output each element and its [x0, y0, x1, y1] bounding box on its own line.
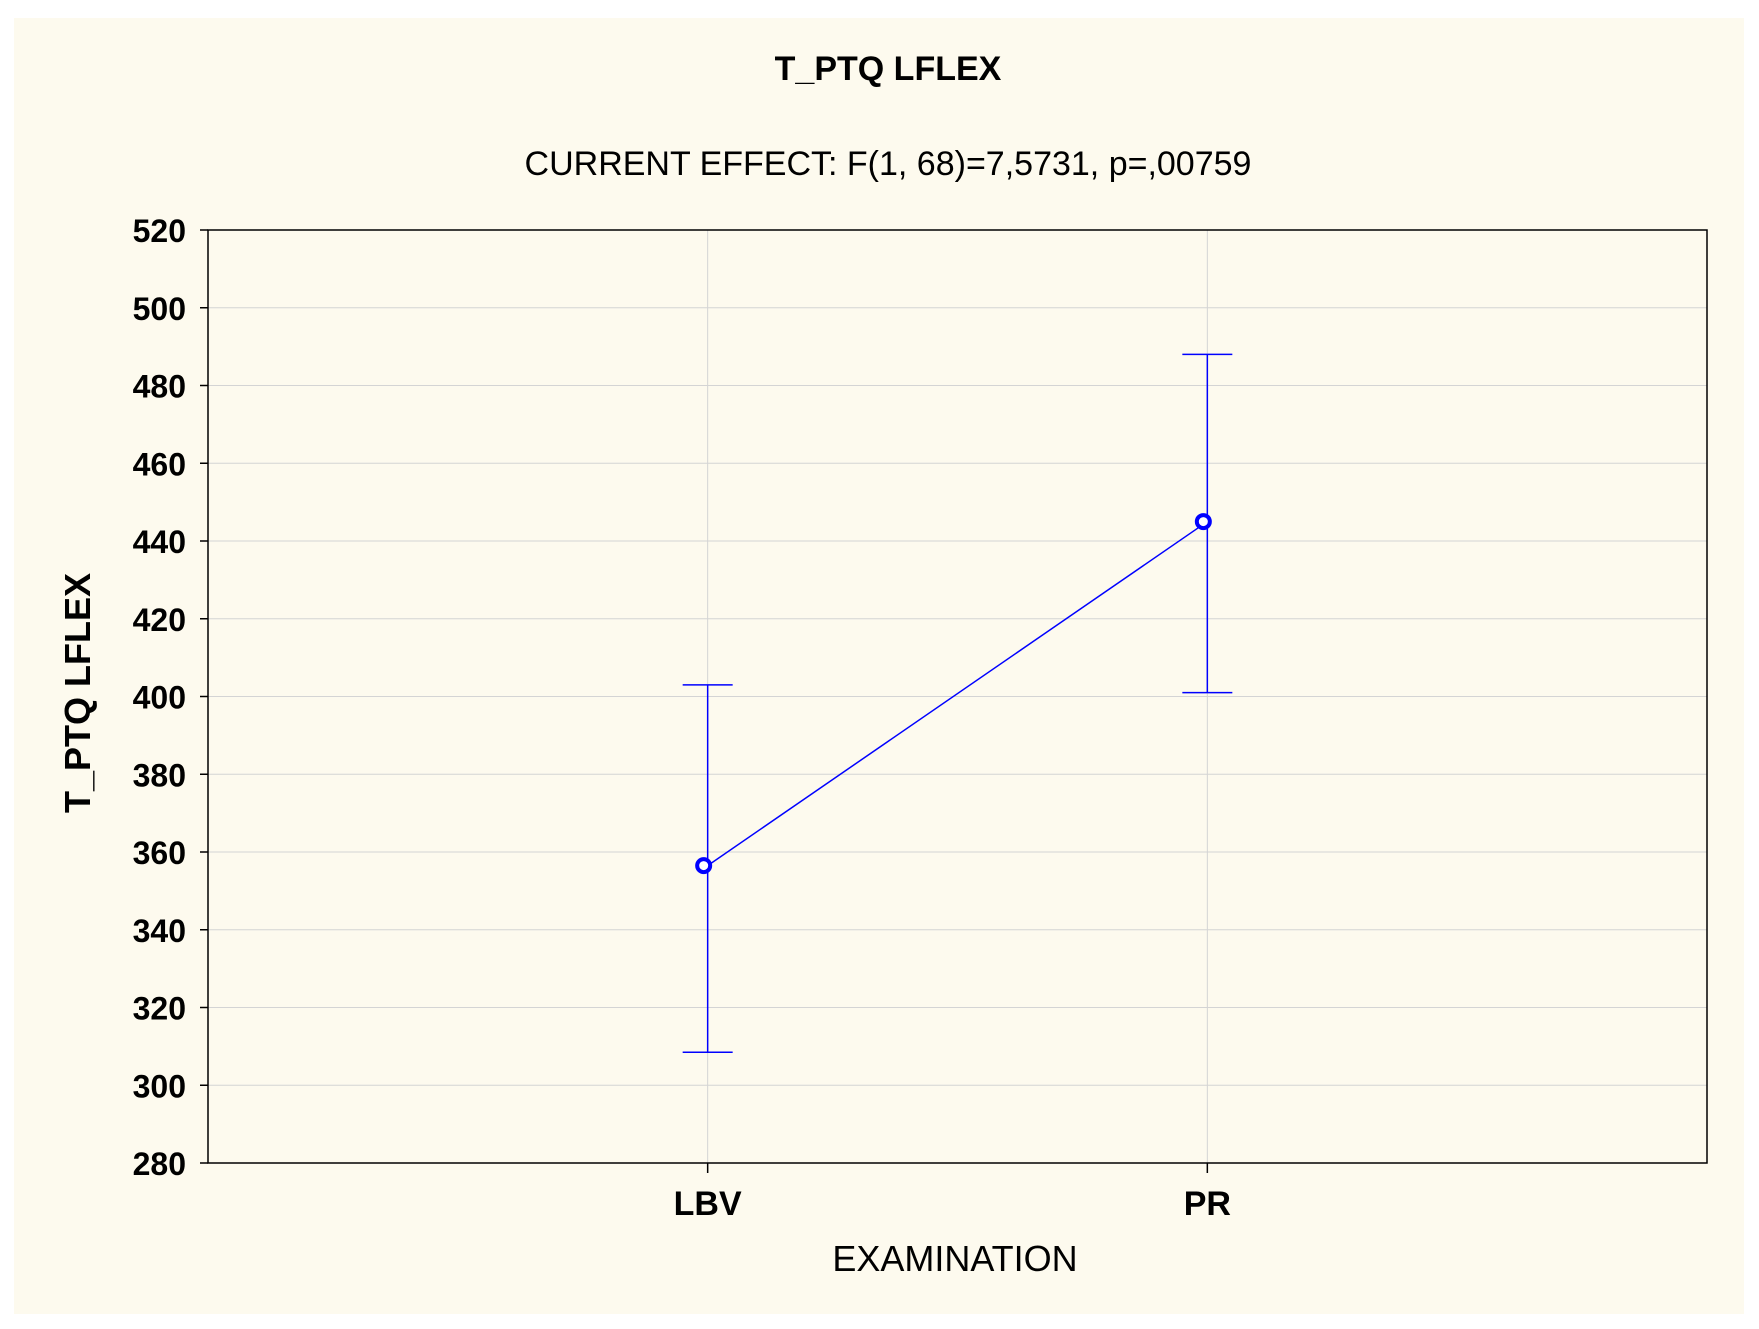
x-tick-label: LBV [674, 1185, 742, 1223]
data-point [1194, 513, 1212, 531]
y-tick-label: 400 [133, 680, 186, 716]
y-tick-label: 360 [133, 835, 186, 871]
y-tick-label: 520 [133, 213, 186, 249]
chart-background [14, 18, 1744, 1314]
y-tick-label: 500 [133, 291, 186, 327]
grid-lines [208, 229, 1707, 1164]
data-point [695, 857, 713, 875]
y-tick-label: 480 [133, 369, 186, 405]
series-line [707, 520, 1208, 867]
y-tick-label: 380 [133, 757, 186, 793]
y-axis-label: T_PTQ LFLEX [57, 573, 98, 813]
x-axis-label: EXAMINATION [832, 1238, 1077, 1279]
x-axis: LBV PR [674, 1163, 1231, 1223]
y-tick-label: 460 [133, 446, 186, 482]
chart-subtitle: CURRENT EFFECT: F(1, 68)=7,5731, p=,0075… [525, 145, 1252, 183]
y-tick-label: 340 [133, 913, 186, 949]
y-tick-label: 420 [133, 602, 186, 638]
series-group [682, 353, 1233, 1053]
x-tick-label: PR [1184, 1185, 1231, 1223]
y-tick-label: 320 [133, 991, 186, 1027]
y-tick-label: 280 [133, 1146, 186, 1182]
y-tick-label: 300 [133, 1068, 186, 1104]
y-tick-label: 440 [133, 524, 186, 560]
y-axis: 280 300 320 340 360 380 400 420 440 460 480 500 520 [133, 213, 208, 1182]
chart-title: T_PTQ LFLEX [775, 50, 1002, 88]
